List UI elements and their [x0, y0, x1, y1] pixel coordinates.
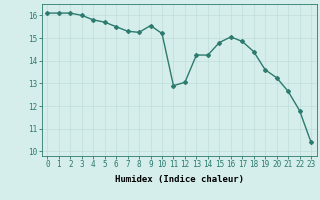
X-axis label: Humidex (Indice chaleur): Humidex (Indice chaleur): [115, 175, 244, 184]
